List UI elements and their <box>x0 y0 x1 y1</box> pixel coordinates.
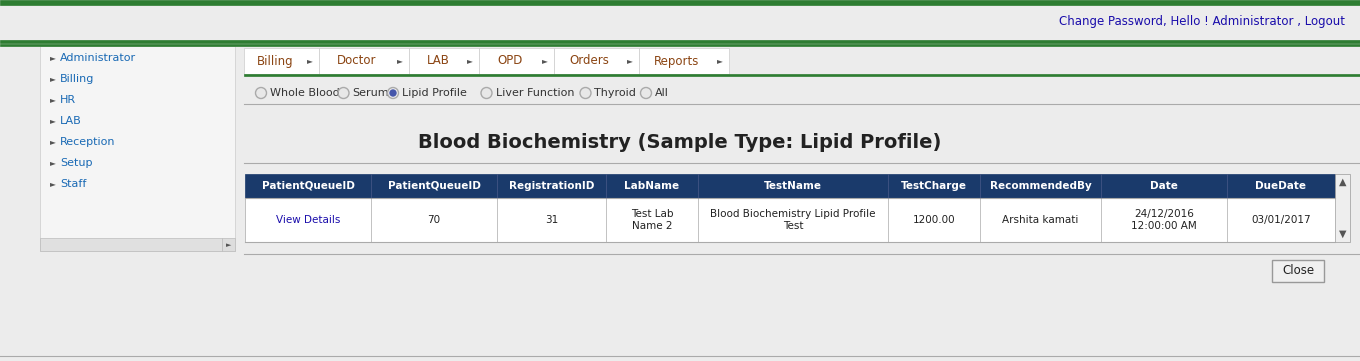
Bar <box>245 174 1336 198</box>
Circle shape <box>256 88 267 98</box>
Text: Close: Close <box>1282 265 1314 278</box>
Text: ►: ► <box>50 158 56 168</box>
Text: Arshita kamati: Arshita kamati <box>1002 215 1078 225</box>
Text: ▼: ▼ <box>1338 229 1346 239</box>
Bar <box>554 48 639 74</box>
Text: DueDate: DueDate <box>1255 181 1307 191</box>
Text: ▲: ▲ <box>1338 177 1346 187</box>
Text: ►: ► <box>717 57 724 65</box>
Text: ►: ► <box>226 242 231 248</box>
Text: TestCharge: TestCharge <box>900 181 967 191</box>
Circle shape <box>641 88 651 98</box>
Text: ►: ► <box>50 53 56 62</box>
Text: Lipid Profile: Lipid Profile <box>403 88 466 98</box>
Text: View Details: View Details <box>276 215 340 225</box>
Text: 31: 31 <box>545 215 558 225</box>
Bar <box>0 46 1360 76</box>
Text: 1200.00: 1200.00 <box>913 215 955 225</box>
Text: ►: ► <box>543 57 548 65</box>
Text: Doctor: Doctor <box>337 55 377 68</box>
Text: 24/12/2016
12:00:00 AM: 24/12/2016 12:00:00 AM <box>1132 209 1197 231</box>
Bar <box>320 48 409 74</box>
Text: All: All <box>656 88 669 98</box>
Bar <box>0 5 1360 40</box>
Bar <box>1336 174 1350 242</box>
Text: PatientQueueID: PatientQueueID <box>261 181 355 191</box>
Text: ►: ► <box>627 57 632 65</box>
Text: HR: HR <box>60 95 76 105</box>
Text: Setup: Setup <box>60 158 92 168</box>
Circle shape <box>339 88 348 98</box>
Text: LAB: LAB <box>427 55 450 68</box>
Text: ►: ► <box>50 74 56 83</box>
Text: ►: ► <box>50 179 56 188</box>
Bar <box>243 48 320 74</box>
Circle shape <box>581 88 590 98</box>
Text: ►: ► <box>50 117 56 126</box>
Text: Change Password, Hello ! Administrator , Logout: Change Password, Hello ! Administrator ,… <box>1059 16 1345 29</box>
Text: ►: ► <box>466 57 473 65</box>
Text: 03/01/2017: 03/01/2017 <box>1251 215 1311 225</box>
Bar <box>479 48 554 74</box>
Bar <box>39 46 235 251</box>
Bar <box>639 48 729 74</box>
Text: Date: Date <box>1151 181 1178 191</box>
Text: Staff: Staff <box>60 179 87 189</box>
Text: Reception: Reception <box>60 137 116 147</box>
Bar <box>245 198 1336 242</box>
Bar <box>0 44 1360 46</box>
Text: Whole Blood: Whole Blood <box>271 88 340 98</box>
Bar <box>243 74 1360 76</box>
Text: Reports: Reports <box>654 55 699 68</box>
Bar <box>1272 260 1325 282</box>
Text: 70: 70 <box>427 215 441 225</box>
Bar <box>409 48 479 74</box>
Text: LAB: LAB <box>60 116 82 126</box>
Text: Billing: Billing <box>60 74 94 84</box>
Text: ►: ► <box>50 96 56 104</box>
Text: PatientQueueID: PatientQueueID <box>388 181 480 191</box>
Text: TestName: TestName <box>764 181 821 191</box>
Text: ►: ► <box>307 57 313 65</box>
Bar <box>0 0 1360 5</box>
Bar <box>222 238 235 251</box>
Text: Blood Biochemistry Lipid Profile
Test: Blood Biochemistry Lipid Profile Test <box>710 209 876 231</box>
Text: RegistrationID: RegistrationID <box>509 181 594 191</box>
Text: Liver Function: Liver Function <box>495 88 574 98</box>
Bar <box>0 40 1360 43</box>
Text: RecommendedBy: RecommendedBy <box>990 181 1091 191</box>
Text: OPD: OPD <box>498 55 524 68</box>
Text: ►: ► <box>50 138 56 147</box>
Bar <box>39 238 222 251</box>
Circle shape <box>390 90 396 96</box>
Text: Billing: Billing <box>257 55 294 68</box>
Text: Serum: Serum <box>352 88 389 98</box>
Text: Thyroid: Thyroid <box>594 88 636 98</box>
Text: Orders: Orders <box>570 55 609 68</box>
Text: Administrator: Administrator <box>60 53 136 63</box>
Text: LabName: LabName <box>624 181 680 191</box>
Circle shape <box>481 88 491 98</box>
Text: ►: ► <box>397 57 403 65</box>
Text: Test Lab
Name 2: Test Lab Name 2 <box>631 209 673 231</box>
Text: Blood Biochemistry (Sample Type: Lipid Profile): Blood Biochemistry (Sample Type: Lipid P… <box>419 134 941 152</box>
